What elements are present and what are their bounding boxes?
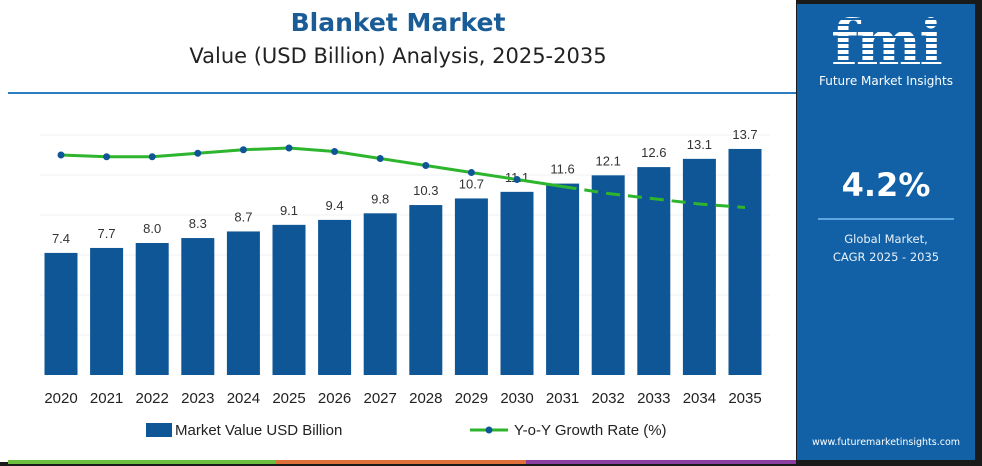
x-tick-2025: 2025 [272, 390, 305, 407]
legend-bar-swatch [146, 423, 172, 437]
x-tick-2034: 2034 [683, 390, 716, 407]
brand-name: Future Market Insights [818, 74, 953, 88]
fmi-logo: fmi [797, 8, 975, 78]
data-label-2021: 7.7 [98, 226, 116, 241]
data-label-2028: 10.3 [413, 183, 438, 198]
x-tick-2026: 2026 [318, 390, 351, 407]
bar-2028 [409, 205, 443, 375]
growth-point-2020 [57, 151, 65, 159]
data-label-2020: 7.4 [52, 231, 70, 246]
x-tick-2033: 2033 [637, 390, 670, 407]
bar-2035 [728, 148, 762, 375]
x-tick-2032: 2032 [592, 390, 625, 407]
x-tick-2027: 2027 [364, 390, 397, 407]
chart-subtitle: Value (USD Billion) Analysis, 2025-2035 [189, 44, 607, 68]
data-label-2032: 12.1 [596, 153, 621, 168]
sidebar-panel: fmi Future Market Insights 4.2% Global M… [797, 4, 975, 460]
bar-2033 [637, 167, 671, 375]
strip-purple [526, 460, 796, 464]
x-tick-2030: 2030 [500, 390, 533, 407]
chart-panel: Blanket Market Value (USD Billion) Analy… [0, 0, 796, 464]
growth-point-2026 [331, 148, 339, 155]
x-tick-2035: 2035 [728, 390, 761, 407]
header-divider [8, 92, 796, 94]
data-label-2023: 8.3 [189, 216, 207, 231]
bar-2023 [181, 238, 215, 375]
data-label-2024: 8.7 [234, 209, 252, 224]
bar-2034 [682, 158, 716, 375]
cagr-value: 4.2% [841, 166, 931, 204]
bar-2021 [90, 247, 124, 375]
cagr-divider [818, 218, 954, 220]
data-label-2025: 9.1 [280, 203, 298, 218]
legend-line-marker [485, 426, 493, 434]
bar-2026 [318, 219, 352, 375]
website-link[interactable]: www.futuremarketinsights.com [811, 437, 961, 448]
growth-point-2027 [376, 155, 384, 162]
chart-title: Blanket Market [290, 8, 506, 37]
bar-2027 [363, 213, 397, 375]
legend-bar-label: Market Value USD Billion [175, 422, 342, 439]
data-label-2034: 13.1 [687, 137, 712, 152]
x-tick-2020: 2020 [44, 390, 77, 407]
growth-point-2029 [467, 169, 475, 176]
growth-point-2028 [422, 162, 430, 169]
growth-point-2030 [513, 176, 521, 183]
growth-line-dashed [562, 185, 746, 209]
growth-point-2025 [285, 144, 293, 152]
chart-svg: 7.4 2020 7.7 2021 8.0 2022 8.3 2023 8.7 2024 9.1 20… [40, 127, 770, 439]
cagr-desc-2: CAGR 2025 - 2035 [832, 250, 940, 264]
bar-2030 [500, 191, 534, 375]
bar-2032 [591, 175, 625, 375]
x-tick-2029: 2029 [455, 390, 488, 407]
growth-point-2023 [194, 149, 202, 157]
bar-2024 [226, 231, 260, 375]
bar-2025 [272, 224, 306, 375]
growth-point-2021 [103, 153, 111, 161]
data-label-2029: 10.7 [459, 176, 484, 191]
data-label-2027: 9.8 [371, 191, 389, 206]
cagr-desc-1: Global Market, [844, 232, 928, 246]
strip-green [8, 460, 276, 464]
data-label-2031: 11.6 [550, 162, 574, 177]
bar-2029 [454, 198, 488, 375]
growth-line-solid [60, 146, 563, 188]
bar-2031 [546, 183, 580, 375]
x-tick-2023: 2023 [181, 390, 214, 407]
x-tick-2028: 2028 [409, 390, 442, 407]
x-tick-2022: 2022 [136, 390, 169, 407]
data-label-2035: 13.7 [732, 127, 757, 142]
growth-point-2022 [148, 153, 156, 161]
legend-line-label: Y-o-Y Growth Rate (%) [514, 422, 667, 439]
data-label-2022: 8.0 [143, 221, 161, 236]
x-tick-2031: 2031 [546, 390, 579, 407]
x-tick-2024: 2024 [227, 390, 260, 407]
bar-2020 [44, 252, 78, 375]
bar-2022 [135, 243, 169, 375]
strip-orange [276, 460, 526, 464]
growth-point-2024 [239, 146, 247, 154]
data-label-2033: 12.6 [641, 145, 666, 160]
x-tick-2021: 2021 [90, 390, 123, 407]
data-label-2026: 9.4 [326, 198, 344, 213]
